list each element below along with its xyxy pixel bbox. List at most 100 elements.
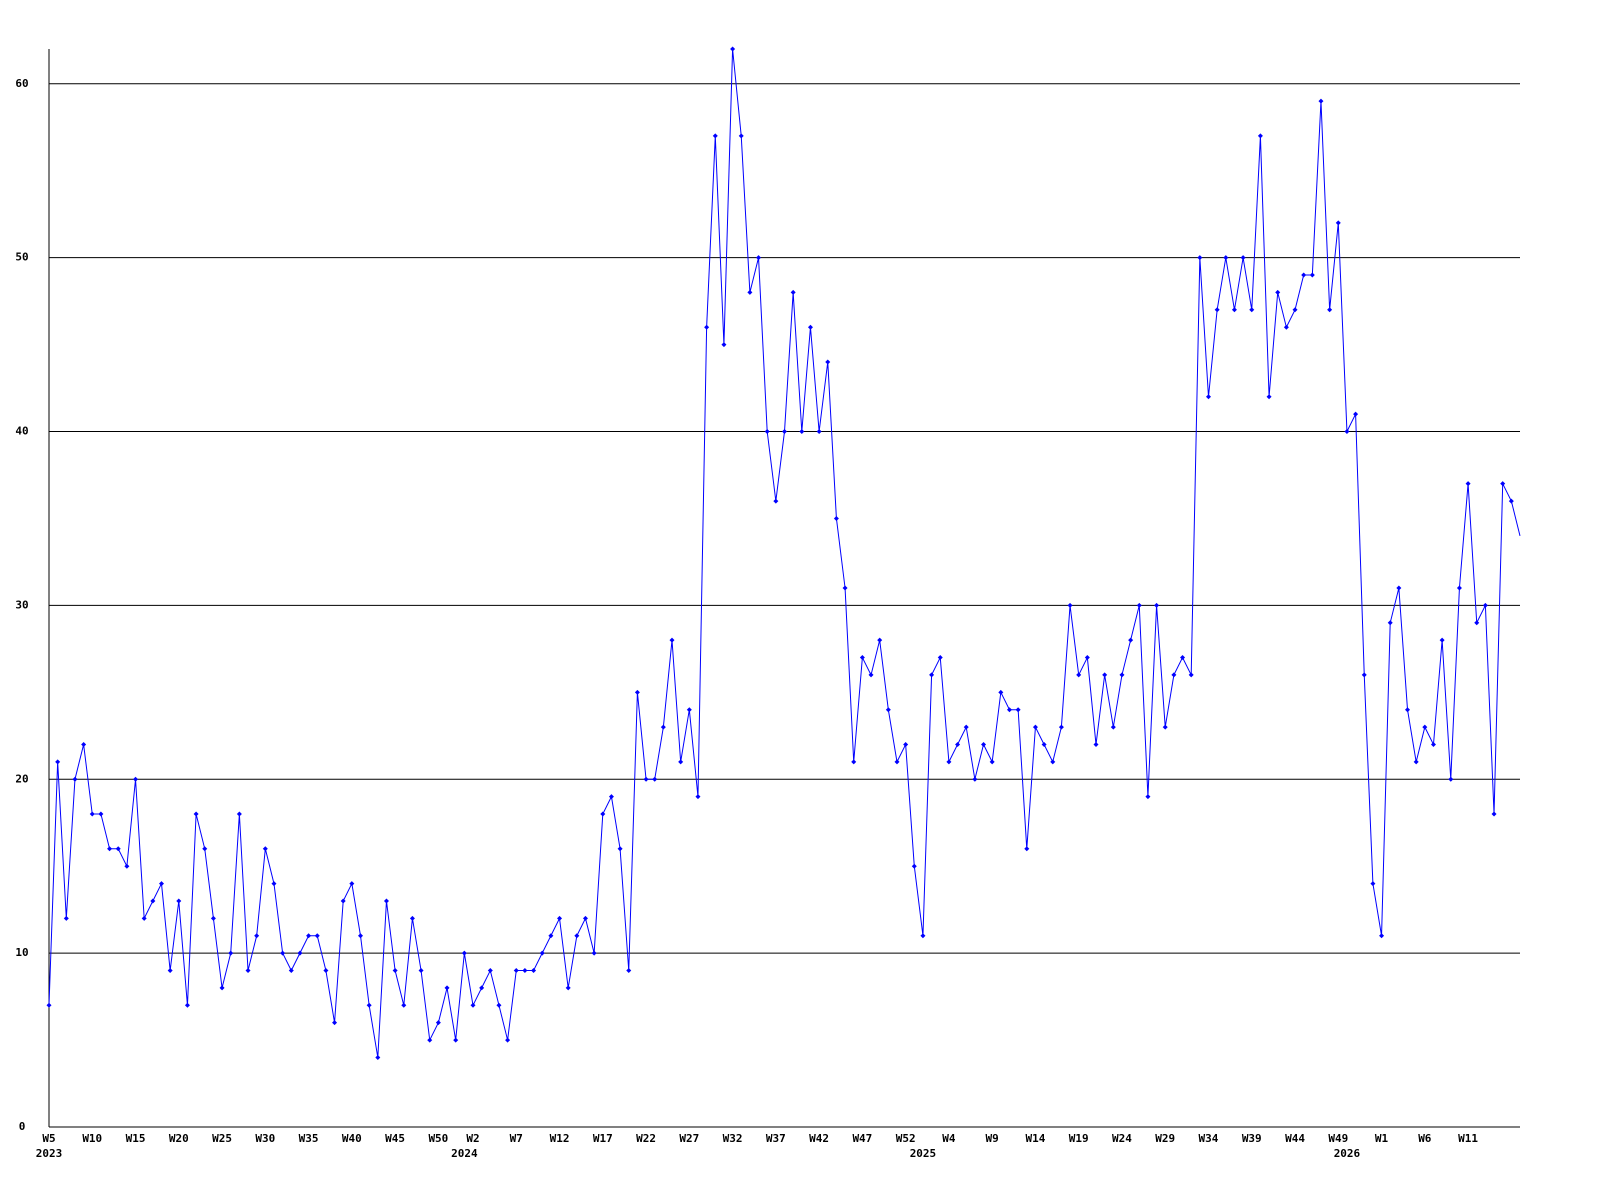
data-point (1508, 498, 1514, 504)
data-point (323, 968, 329, 974)
data-point (1491, 811, 1497, 817)
data-point (1223, 255, 1229, 261)
x-tick-label: W1 (1375, 1132, 1389, 1145)
x-tick-label: W44 (1285, 1132, 1305, 1145)
data-point (427, 1037, 433, 1043)
data-point (730, 46, 736, 52)
y-tick-label: 60 (15, 77, 28, 90)
x-tick-label: W34 (1199, 1132, 1219, 1145)
data-point (219, 985, 225, 991)
data-point (1162, 724, 1168, 730)
data-point (1353, 411, 1359, 417)
x-tick-label: W39 (1242, 1132, 1262, 1145)
data-point (1205, 394, 1211, 400)
x-tick-label: W15 (126, 1132, 146, 1145)
data-point (1396, 585, 1402, 591)
data-point (1050, 759, 1056, 765)
data-point (1439, 637, 1445, 643)
data-point (150, 898, 156, 904)
data-point (487, 968, 493, 974)
data-point (409, 915, 415, 921)
data-point (193, 811, 199, 817)
data-point (115, 846, 121, 852)
x-tick-label: W50 (428, 1132, 448, 1145)
data-point (1180, 655, 1186, 661)
data-point (894, 759, 900, 765)
data-point (790, 289, 796, 295)
x-tick-label: W12 (550, 1132, 570, 1145)
data-point (1102, 672, 1108, 678)
data-point (799, 429, 805, 435)
data-point (141, 915, 147, 921)
data-point (1214, 307, 1220, 313)
data-point (1500, 481, 1506, 487)
data-point (1006, 707, 1012, 713)
data-point (1430, 741, 1436, 747)
data-point (1145, 794, 1151, 800)
data-point (842, 585, 848, 591)
data-point (1474, 620, 1480, 626)
data-point (158, 881, 164, 887)
data-line (48, 48, 1521, 1058)
data-point (972, 776, 978, 782)
data-point (903, 741, 909, 747)
x-tick-label: W4 (942, 1132, 956, 1145)
data-point (591, 950, 597, 956)
data-point (1032, 724, 1038, 730)
data-point (349, 881, 355, 887)
x-tick-label: W49 (1328, 1132, 1348, 1145)
data-point (747, 289, 753, 295)
data-point (245, 968, 251, 974)
data-point (314, 933, 320, 939)
data-point (1231, 307, 1237, 313)
data-point (1370, 881, 1376, 887)
x-tick-label: W19 (1069, 1132, 1089, 1145)
data-point (254, 933, 260, 939)
data-point (1024, 846, 1030, 852)
x-tick-label: W14 (1025, 1132, 1045, 1145)
x-tick-label: W22 (636, 1132, 656, 1145)
x-tick-label: W11 (1458, 1132, 1478, 1145)
data-point (332, 1020, 338, 1026)
data-point (81, 741, 87, 747)
x-tick-label: W2 (466, 1132, 479, 1145)
data-point (721, 342, 727, 348)
data-point (695, 794, 701, 800)
data-point (383, 898, 389, 904)
data-point (1119, 672, 1125, 678)
data-point (608, 794, 614, 800)
data-point (1015, 707, 1021, 713)
data-point (366, 1002, 372, 1008)
data-point (210, 915, 216, 921)
data-point (859, 655, 865, 661)
data-point (1249, 307, 1255, 313)
data-point (1448, 776, 1454, 782)
data-point (280, 950, 286, 956)
data-point (1283, 324, 1289, 330)
x-tick-label: W29 (1155, 1132, 1175, 1145)
data-point (1482, 602, 1488, 608)
x-tick-label: W24 (1112, 1132, 1132, 1145)
x-year-label: 2025 (910, 1147, 937, 1160)
data-point (1275, 289, 1281, 295)
data-point (358, 933, 364, 939)
data-point (531, 968, 537, 974)
data-point (582, 915, 588, 921)
data-point (444, 985, 450, 991)
data-point (807, 324, 813, 330)
x-tick-label: W7 (510, 1132, 523, 1145)
x-tick-label: W35 (299, 1132, 319, 1145)
data-point (1465, 481, 1471, 487)
data-point (989, 759, 995, 765)
data-point (911, 863, 917, 869)
data-point (1171, 672, 1177, 678)
data-point (340, 898, 346, 904)
data-point (669, 637, 675, 643)
data-point (98, 811, 104, 817)
x-tick-label: W5 (42, 1132, 55, 1145)
data-point (643, 776, 649, 782)
data-point (963, 724, 969, 730)
x-tick-label: W42 (809, 1132, 829, 1145)
x-tick-label: W52 (896, 1132, 916, 1145)
data-point (89, 811, 95, 817)
